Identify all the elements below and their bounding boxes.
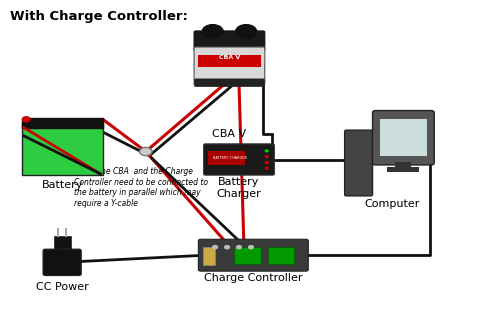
FancyBboxPatch shape — [198, 239, 308, 271]
Bar — [208, 151, 245, 165]
Text: Battery: Battery — [42, 180, 83, 190]
Bar — [234, 247, 261, 264]
Circle shape — [22, 117, 30, 122]
Circle shape — [213, 246, 217, 249]
Circle shape — [265, 156, 268, 158]
Bar — [387, 167, 419, 172]
Text: *Both the CBA  and the Charge
Controller need to be connected to
the battery in : *Both the CBA and the Charge Controller … — [74, 167, 208, 208]
Circle shape — [202, 25, 223, 39]
FancyBboxPatch shape — [194, 31, 265, 51]
Circle shape — [249, 246, 253, 249]
Circle shape — [265, 150, 268, 152]
Bar — [395, 162, 411, 168]
Text: Battery
Charger: Battery Charger — [217, 177, 261, 199]
Text: CBA V: CBA V — [219, 55, 240, 60]
FancyBboxPatch shape — [345, 130, 372, 196]
FancyBboxPatch shape — [43, 249, 81, 276]
Text: CBA V: CBA V — [212, 129, 247, 139]
Circle shape — [265, 161, 268, 163]
Bar — [198, 55, 261, 67]
Text: With Charge Controller:: With Charge Controller: — [10, 10, 187, 23]
Text: BATTERY CHARGER: BATTERY CHARGER — [213, 156, 247, 160]
Bar — [380, 120, 426, 156]
FancyBboxPatch shape — [204, 144, 274, 175]
Circle shape — [237, 246, 241, 249]
Text: Charge Controller: Charge Controller — [204, 273, 303, 283]
FancyBboxPatch shape — [194, 47, 265, 85]
Bar — [54, 236, 71, 253]
Bar — [268, 247, 294, 264]
FancyBboxPatch shape — [195, 79, 264, 86]
FancyBboxPatch shape — [372, 111, 434, 165]
Bar — [203, 247, 215, 265]
Circle shape — [225, 246, 229, 249]
Circle shape — [265, 167, 268, 169]
Bar — [22, 118, 103, 128]
Text: CC Power: CC Power — [36, 282, 88, 292]
Bar — [22, 123, 103, 175]
Circle shape — [140, 147, 152, 156]
Circle shape — [236, 25, 257, 39]
Text: Computer: Computer — [364, 199, 420, 209]
